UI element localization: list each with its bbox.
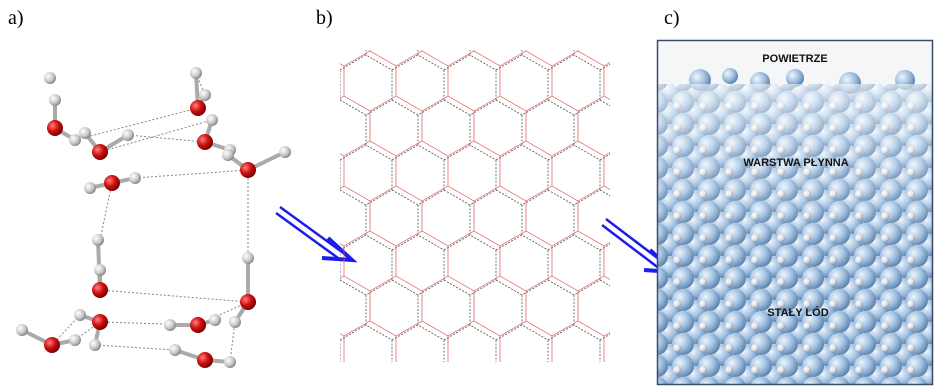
ice-surface bbox=[658, 41, 932, 384]
region-label: STAŁY LÓD bbox=[767, 306, 828, 319]
panel-label: b) bbox=[316, 7, 333, 29]
ice-lattice bbox=[340, 50, 610, 362]
covalent-bonds bbox=[22, 73, 285, 362]
panel-label: a) bbox=[8, 7, 24, 29]
figure: a) b) c) bbox=[0, 0, 936, 388]
panel-label: c) bbox=[664, 7, 680, 29]
region-label: WARSTWA PŁYNNA bbox=[743, 157, 848, 169]
page: a) b) c) bbox=[0, 0, 936, 388]
hydrogen-atoms bbox=[16, 67, 291, 368]
region-label: POWIETRZE bbox=[762, 53, 827, 65]
